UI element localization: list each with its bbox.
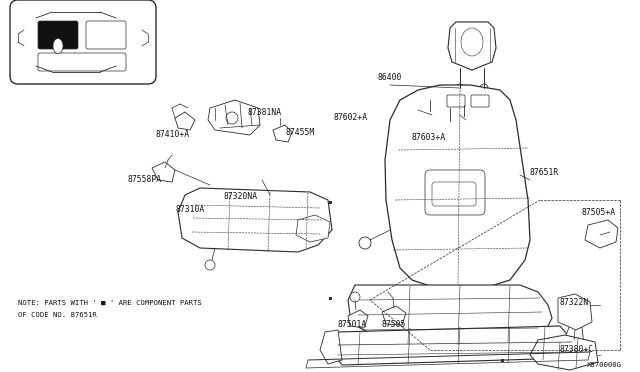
Text: 87505+A: 87505+A <box>582 208 616 217</box>
Circle shape <box>456 84 464 92</box>
Polygon shape <box>152 162 175 182</box>
Polygon shape <box>382 306 406 325</box>
Polygon shape <box>448 22 496 70</box>
Text: 87381NA: 87381NA <box>248 108 282 117</box>
Text: 87320NA: 87320NA <box>223 192 257 201</box>
Polygon shape <box>273 125 292 142</box>
Circle shape <box>569 339 579 349</box>
Polygon shape <box>385 85 530 290</box>
FancyBboxPatch shape <box>86 21 126 49</box>
Circle shape <box>359 237 371 249</box>
Polygon shape <box>585 220 618 248</box>
Polygon shape <box>558 294 592 330</box>
Circle shape <box>426 111 434 119</box>
Polygon shape <box>296 215 330 242</box>
Text: 87602+A: 87602+A <box>334 113 368 122</box>
Polygon shape <box>562 325 585 358</box>
FancyBboxPatch shape <box>38 53 126 71</box>
Text: ■: ■ <box>500 357 504 362</box>
Text: 87322N: 87322N <box>560 298 589 307</box>
FancyBboxPatch shape <box>471 95 489 107</box>
Text: X870000G: X870000G <box>587 362 622 368</box>
Text: 87410+A: 87410+A <box>155 130 189 139</box>
Polygon shape <box>208 100 260 135</box>
Polygon shape <box>178 188 332 252</box>
Text: 87310A: 87310A <box>175 205 204 214</box>
Polygon shape <box>320 330 342 364</box>
Circle shape <box>350 292 360 302</box>
Text: 87558PA: 87558PA <box>128 175 162 184</box>
Ellipse shape <box>53 38 63 54</box>
Polygon shape <box>175 112 195 130</box>
FancyBboxPatch shape <box>447 95 465 107</box>
Text: NOTE: PARTS WITH ' ■ ' ARE COMPONENT PARTS: NOTE: PARTS WITH ' ■ ' ARE COMPONENT PAR… <box>18 300 202 306</box>
Circle shape <box>446 121 454 129</box>
Text: ■: ■ <box>328 199 332 205</box>
Text: 87380+C: 87380+C <box>560 345 594 354</box>
Circle shape <box>480 84 488 92</box>
Polygon shape <box>330 326 572 365</box>
FancyBboxPatch shape <box>10 0 156 84</box>
Text: OF CODE NO. 87651R: OF CODE NO. 87651R <box>18 312 97 318</box>
Text: 87603+A: 87603+A <box>412 133 446 142</box>
Text: 86400: 86400 <box>378 73 403 82</box>
Text: 87505: 87505 <box>382 320 406 329</box>
Polygon shape <box>348 310 368 328</box>
Text: 87651R: 87651R <box>530 168 559 177</box>
Polygon shape <box>348 285 552 346</box>
Text: 87455M: 87455M <box>285 128 314 137</box>
Text: 87501A: 87501A <box>338 320 367 329</box>
Circle shape <box>205 260 215 270</box>
Text: ■: ■ <box>328 295 332 301</box>
Circle shape <box>460 116 468 124</box>
FancyBboxPatch shape <box>38 21 78 49</box>
Polygon shape <box>530 335 598 370</box>
